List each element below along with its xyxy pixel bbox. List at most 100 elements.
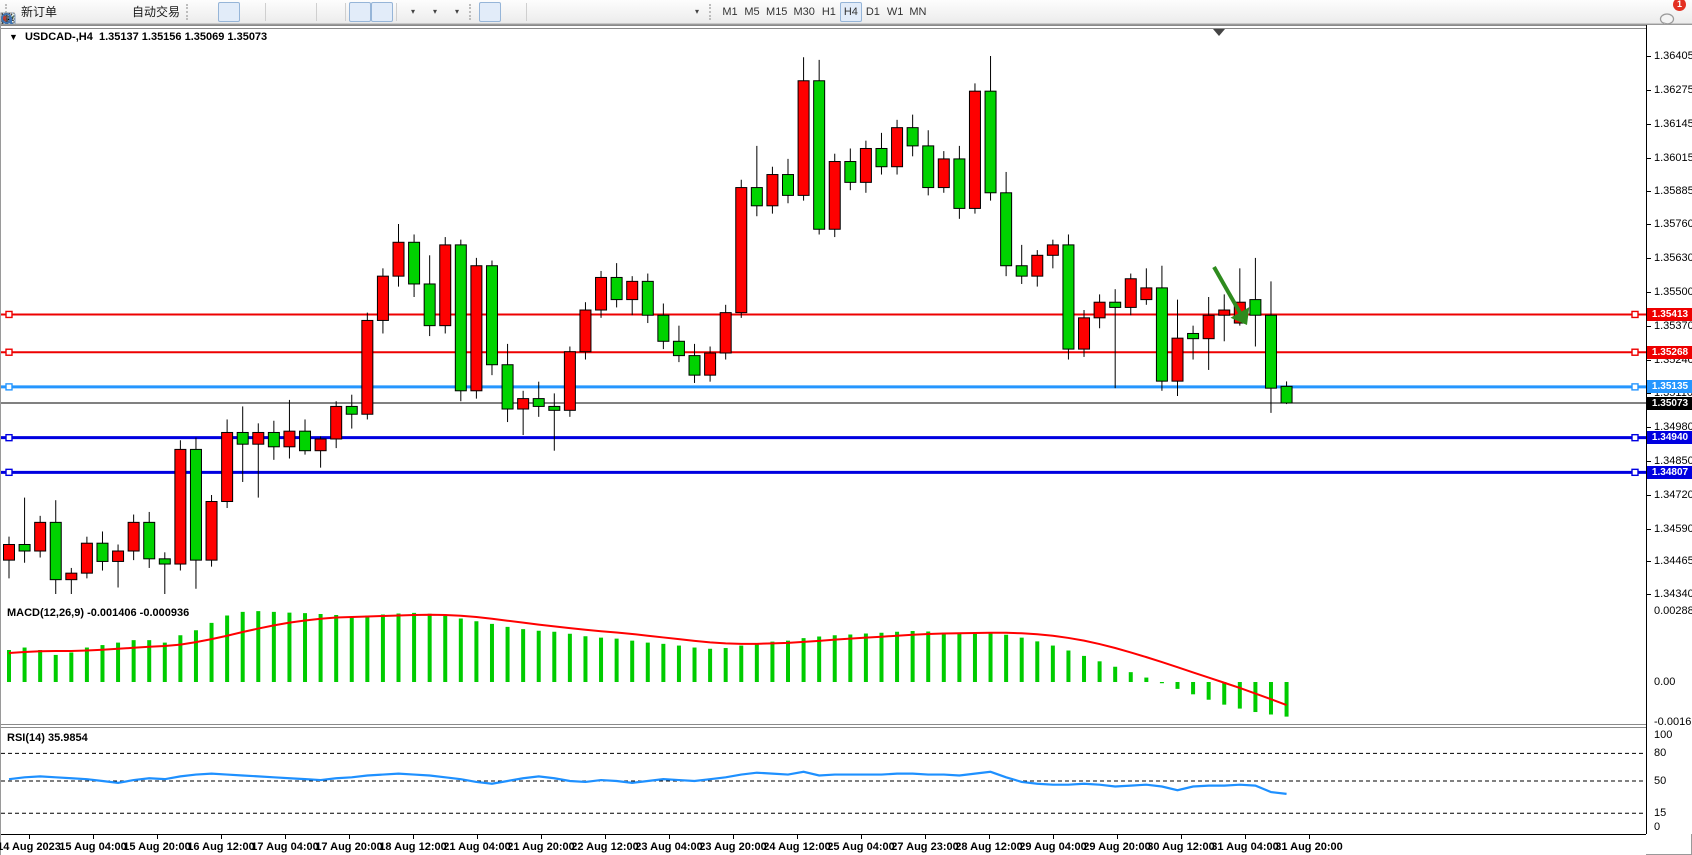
auto-trading-button[interactable]: 自动交易	[0, 2, 183, 26]
timeframe-w1-button[interactable]: W1	[886, 5, 904, 18]
navigator-button[interactable]	[0, 2, 126, 26]
auto-scroll-button[interactable]	[1, 1, 372, 24]
time-tick-label: 23 Aug 04:00	[635, 841, 703, 853]
candle-body	[1124, 278, 1137, 308]
rsi-panel[interactable]: RSI(14) 35.9854	[1, 728, 1646, 834]
candle-body	[1140, 287, 1153, 301]
notifications-button[interactable]: 1	[1658, 0, 1686, 27]
time-tick-label: 31 Aug 20:00	[1275, 841, 1343, 853]
time-tick-label: 27 Aug 23:00	[891, 841, 959, 853]
timeframe-m30-button[interactable]: M30	[793, 5, 815, 18]
time-tick-label: 18 Aug 12:00	[379, 841, 447, 853]
bar-chart-button[interactable]	[1, 2, 218, 25]
time-tick-label: 22 Aug 12:00	[571, 841, 639, 853]
candle-body	[968, 90, 981, 209]
price-tick-label: 1.34850	[1654, 455, 1692, 468]
fibonacci-button[interactable]: F	[1, 2, 640, 26]
timeframe-m1-button[interactable]: M1	[722, 5, 738, 18]
toolbar-separator	[526, 2, 528, 21]
charts-profile-button[interactable]	[1, 2, 82, 23]
line-handle[interactable]	[5, 433, 13, 442]
panel-separator[interactable]	[1, 724, 1646, 728]
horizontal-line-button[interactable]	[1, 2, 574, 22]
candle-body	[252, 431, 265, 445]
search-button[interactable]	[1, 2, 1650, 27]
time-tick-label: 14 Aug 2023	[0, 841, 61, 853]
candle-body	[984, 90, 997, 194]
candle-body	[96, 542, 109, 562]
chevron-down-icon: ▾	[411, 7, 416, 16]
time-tick-label: 17 Aug 04:00	[251, 841, 319, 853]
price-chart-plot[interactable]	[1, 25, 1646, 599]
timeframe-mn-button[interactable]: MN	[909, 5, 927, 18]
arrow-annotation[interactable]	[1212, 266, 1250, 325]
chevron-down-icon[interactable]: ▼	[9, 32, 18, 42]
candlestick-button[interactable]	[2, 1, 241, 25]
timeframe-d1-button[interactable]: D1	[865, 5, 880, 18]
candle-body	[844, 161, 857, 183]
candle-body	[34, 521, 47, 552]
line-handle[interactable]	[1631, 383, 1639, 391]
candle-body	[158, 558, 171, 565]
candle-body	[1280, 385, 1293, 404]
vertical-line-button[interactable]	[5, 2, 552, 25]
line-chart-button[interactable]	[0, 2, 262, 25]
price-tick-label: 1.35630	[1654, 251, 1692, 264]
candle-body	[221, 431, 234, 503]
line-handle[interactable]	[5, 348, 13, 356]
candle-body	[828, 161, 841, 230]
line-handle[interactable]	[5, 383, 13, 391]
price-line-badge: 1.35073	[1647, 396, 1692, 410]
price-axis[interactable]: 1.36405 1.36275 1.36145 1.36015 1.35885 1.357…	[1647, 25, 1692, 834]
candle-body	[1031, 254, 1044, 277]
candle-body	[626, 280, 639, 301]
timeframe-h1-button[interactable]: H1	[821, 5, 836, 18]
timeframe-m15-button[interactable]: M15	[766, 5, 788, 18]
candle-body	[345, 405, 358, 415]
price-line-badge: 1.34807	[1647, 465, 1692, 479]
timeframe-h4-button[interactable]: H4	[839, 1, 862, 22]
chart-shift-button[interactable]	[2, 1, 394, 24]
candle-body	[454, 244, 467, 392]
price-tick	[1647, 157, 1651, 159]
channel-button[interactable]: E	[0, 2, 618, 26]
arrows-button[interactable]: ▾	[3, 2, 706, 24]
line-handle[interactable]	[1631, 433, 1639, 442]
crosshair-button[interactable]	[1, 2, 523, 25]
chart-shift-marker[interactable]	[1213, 29, 1225, 36]
new-chart-button[interactable]: ▾	[0, 2, 422, 26]
zoom-in-button[interactable]	[1, 2, 291, 26]
toolbar-grip	[5, 3, 12, 20]
cursor-button[interactable]	[2, 1, 502, 25]
text-label-button[interactable]: T	[0, 2, 684, 26]
new-order-button[interactable]: 新订单	[0, 2, 60, 26]
candle-body	[735, 187, 748, 314]
candle-body	[1155, 287, 1168, 382]
time-axis[interactable]: 14 Aug 2023 15 Aug 04:00 15 Aug 20:00 16 Au…	[0, 834, 1646, 855]
time-tick	[285, 835, 286, 839]
data-window-button[interactable]	[0, 2, 104, 24]
period-button[interactable]: ▾	[0, 2, 444, 26]
tile-windows-button[interactable]	[0, 2, 342, 24]
text-button[interactable]: A	[2, 2, 662, 26]
time-tick-label: 15 Aug 20:00	[123, 841, 191, 853]
time-tick	[1117, 835, 1118, 839]
candle-body	[1078, 317, 1091, 350]
indicators-button[interactable]: ▾	[0, 2, 466, 25]
macd-panel[interactable]: MACD(12,26,9) -0.001406 -0.000936	[1, 603, 1646, 724]
candle-body	[314, 438, 327, 452]
line-handle[interactable]	[1631, 310, 1639, 319]
line-handle[interactable]	[1631, 348, 1639, 356]
timeframe-m5-button[interactable]: M5	[744, 5, 760, 18]
line-handle[interactable]	[1631, 468, 1639, 477]
line-handle[interactable]	[5, 468, 13, 477]
trendline-button[interactable]	[1, 2, 596, 24]
time-tick	[1053, 835, 1054, 839]
zoom-out-button[interactable]	[1, 2, 313, 26]
price-tick-label: 1.34465	[1654, 555, 1692, 568]
candle-body	[750, 187, 763, 207]
candle-body	[236, 431, 249, 445]
line-handle[interactable]	[5, 310, 13, 319]
ohlc-quotes: 1.35137 1.35156 1.35069 1.35073	[98, 31, 268, 43]
panel-separator[interactable]	[1, 25, 1646, 29]
